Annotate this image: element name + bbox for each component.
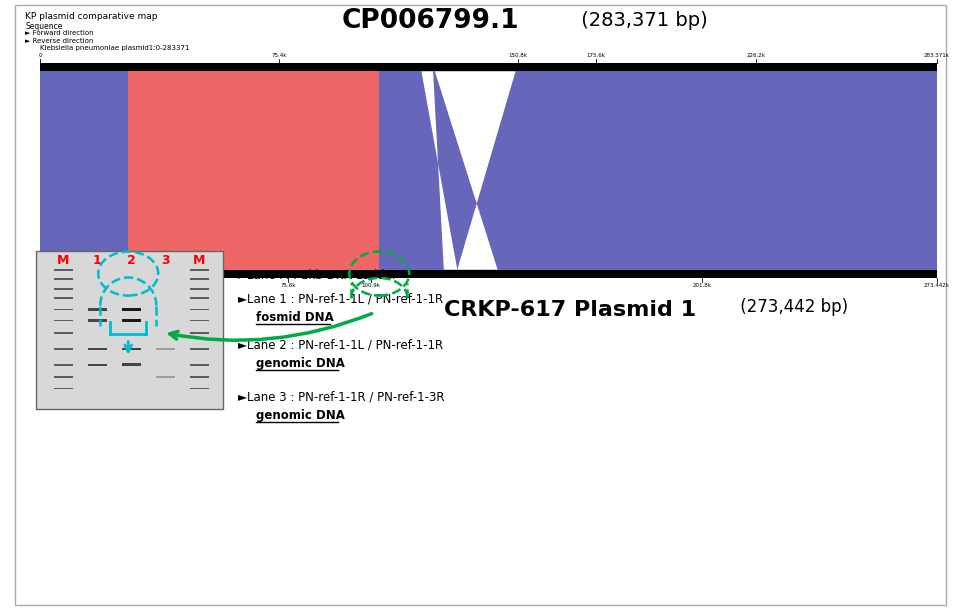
Text: KP plasmid comparative map: KP plasmid comparative map — [25, 12, 158, 21]
Bar — [54, 364, 72, 366]
Bar — [190, 279, 209, 281]
Bar — [122, 348, 140, 350]
Text: ►Lane 1 : PN-ref-1-1L / PN-ref-1-1R: ►Lane 1 : PN-ref-1-1L / PN-ref-1-1R — [238, 293, 443, 306]
Bar — [190, 376, 209, 378]
Bar — [40, 63, 937, 71]
Text: 273.442k: 273.442k — [924, 282, 950, 287]
Text: 0: 0 — [38, 54, 42, 59]
Bar — [190, 348, 209, 350]
Bar — [156, 376, 175, 378]
Bar — [122, 364, 140, 366]
Text: M: M — [193, 254, 206, 267]
Bar — [190, 288, 209, 290]
Text: KP-plasmid1: KP-plasmid1 — [40, 279, 84, 285]
Text: 75.6k: 75.6k — [281, 282, 296, 287]
Bar — [190, 320, 209, 321]
Text: 150.8k: 150.8k — [508, 54, 527, 59]
Text: ► Forward direction: ► Forward direction — [25, 30, 93, 36]
Text: 3: 3 — [160, 254, 169, 267]
Text: (273,442 bp): (273,442 bp) — [735, 298, 849, 315]
Bar — [156, 348, 175, 350]
Polygon shape — [128, 71, 380, 270]
Text: fosmid DNA: fosmid DNA — [257, 311, 334, 324]
Text: 0: 0 — [38, 282, 42, 287]
Bar — [87, 364, 107, 366]
Bar — [54, 348, 72, 350]
Text: M: M — [57, 254, 69, 267]
Text: genomic DNA: genomic DNA — [257, 357, 345, 370]
Polygon shape — [40, 71, 937, 270]
Bar — [190, 364, 209, 366]
Bar — [40, 270, 937, 278]
Text: 2: 2 — [127, 254, 136, 267]
Text: 100.9k: 100.9k — [361, 282, 381, 287]
Text: Klebsiella pneumoniae plasmid1:0-283371: Klebsiella pneumoniae plasmid1:0-283371 — [40, 45, 190, 51]
Polygon shape — [435, 71, 515, 270]
Bar — [54, 288, 72, 290]
Bar — [87, 308, 107, 310]
Text: 283.371k: 283.371k — [924, 54, 950, 59]
Polygon shape — [422, 71, 457, 270]
Bar — [54, 320, 72, 321]
Bar — [190, 332, 209, 334]
Text: 75.4k: 75.4k — [271, 54, 286, 59]
FancyBboxPatch shape — [15, 5, 946, 605]
Bar — [54, 332, 72, 334]
Text: (283,371 bp): (283,371 bp) — [575, 11, 707, 30]
Bar — [190, 269, 209, 271]
Bar — [36, 251, 223, 409]
Text: ►Lane 2 : PN-ref-1-1L / PN-ref-1-1R: ►Lane 2 : PN-ref-1-1L / PN-ref-1-1R — [238, 339, 443, 352]
Bar — [190, 298, 209, 300]
Bar — [54, 387, 72, 389]
Text: CP006799.1: CP006799.1 — [341, 8, 519, 34]
Bar — [54, 298, 72, 300]
Bar — [54, 309, 72, 310]
Text: 201.8k: 201.8k — [693, 282, 711, 287]
Bar — [122, 319, 140, 322]
Text: Sequence: Sequence — [25, 22, 62, 31]
Bar — [87, 320, 107, 321]
Text: 1: 1 — [93, 254, 102, 267]
Bar — [190, 309, 209, 310]
Text: 226.2k: 226.2k — [747, 54, 766, 59]
Bar — [54, 279, 72, 281]
Bar — [54, 269, 72, 271]
Bar — [54, 376, 72, 378]
Text: ►Lane 3 : PN-ref-1-1R / PN-ref-1-3R: ►Lane 3 : PN-ref-1-1R / PN-ref-1-3R — [238, 391, 445, 404]
Text: CRKP-617 Plasmid 1: CRKP-617 Plasmid 1 — [444, 300, 696, 320]
Bar — [190, 387, 209, 389]
Text: ► Reverse direction: ► Reverse direction — [25, 38, 93, 44]
Text: 175.6k: 175.6k — [586, 54, 605, 59]
Bar — [122, 308, 140, 311]
Text: ►Lane M : 1kb DNA Ladder: ►Lane M : 1kb DNA Ladder — [238, 269, 398, 282]
Bar — [87, 348, 107, 350]
Text: genomic DNA: genomic DNA — [257, 409, 345, 422]
